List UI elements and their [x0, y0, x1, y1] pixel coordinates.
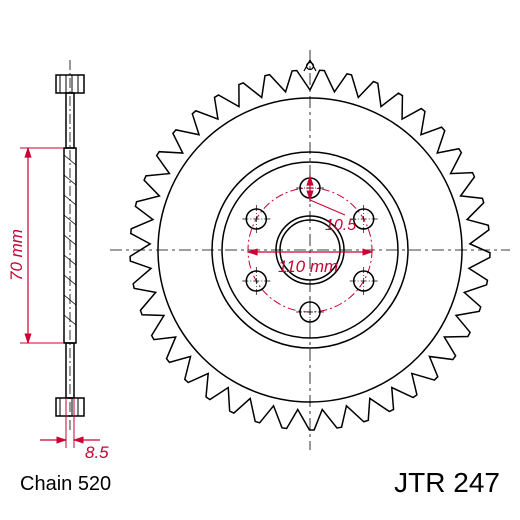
dimension-110mm: 110 mm — [248, 252, 372, 276]
sprocket-diagram: 70 mm 8.5 110 mm — [0, 0, 520, 520]
dim-10-5-text: 10.5 — [325, 217, 356, 234]
dim-8-5-text: 8.5 — [85, 443, 109, 462]
dimension-70mm: 70 mm — [7, 148, 64, 343]
dim-70-text: 70 mm — [7, 229, 26, 281]
dimension-10-5: 10.5 — [310, 176, 356, 234]
shaft-side-view — [56, 60, 84, 430]
dimension-8-5: 8.5 — [40, 398, 109, 462]
sprocket-front-view — [110, 50, 510, 450]
dim-110-text: 110 mm — [278, 257, 338, 276]
chain-label: Chain 520 — [20, 473, 111, 495]
part-number: JTR 247 — [394, 467, 500, 498]
